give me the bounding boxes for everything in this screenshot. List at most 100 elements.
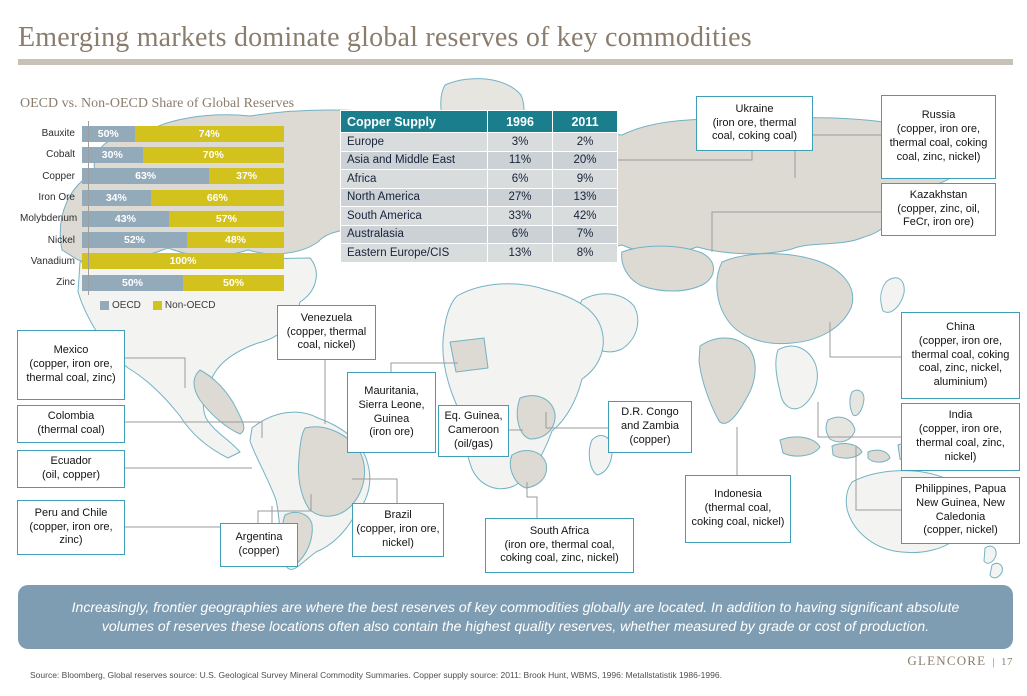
table-cell: 9% bbox=[553, 170, 617, 188]
non-oecd-bar-segment: 66% bbox=[150, 189, 284, 206]
bar-track: 30% 70% bbox=[82, 146, 284, 163]
callout-peru-chile: Peru and Chile (copper, iron ore, zinc) bbox=[17, 500, 125, 555]
table-cell: Africa bbox=[341, 170, 487, 188]
oecd-bar-segment: 50% bbox=[82, 274, 183, 291]
bar-track: 50% 74% bbox=[82, 125, 284, 142]
callout-colombia: Colombia (thermal coal) bbox=[17, 405, 125, 443]
map-region-south-africa bbox=[509, 450, 548, 489]
table-row: Eastern Europe/CIS 13% 8% bbox=[341, 244, 617, 262]
title-divider bbox=[18, 59, 1013, 65]
chart-axis-line bbox=[88, 121, 89, 296]
bar-value-label: 52% bbox=[124, 234, 146, 247]
table-cell: 33% bbox=[488, 207, 552, 225]
map-region-indonesia-2 bbox=[831, 443, 863, 459]
callout-china: China (copper, iron ore, thermal coal, c… bbox=[901, 312, 1020, 399]
legend-label: Non-OECD bbox=[164, 300, 216, 312]
source-note: Source: Bloomberg, Global reserves sourc… bbox=[30, 670, 722, 680]
map-region-indonesia-1 bbox=[779, 436, 821, 457]
callout-title: Brazil bbox=[384, 509, 412, 522]
callout-detail: (copper, iron ore, thermal coal, coking … bbox=[889, 123, 988, 163]
table-cell: 8% bbox=[553, 244, 617, 262]
category-label: Vanadium bbox=[30, 255, 75, 267]
callout-title: Mauritania, Sierra Leone, Guinea bbox=[358, 384, 425, 425]
callout-detail: (copper) bbox=[629, 433, 671, 446]
category-label: Iron Ore bbox=[38, 192, 75, 204]
category-label: Molybdenum bbox=[20, 213, 78, 225]
callout-detail: (copper, iron ore, thermal coal, zinc, n… bbox=[916, 423, 1005, 463]
bar-value-label: 48% bbox=[225, 234, 247, 247]
callout-detail: (copper, thermal coal, nickel) bbox=[286, 325, 367, 352]
callout-title: South Africa bbox=[529, 524, 590, 537]
legend-label: OECD bbox=[112, 300, 141, 312]
map-region-india bbox=[698, 337, 756, 424]
category-label: Zinc bbox=[56, 277, 75, 289]
chart-row-molybdenum: Molybdenum 43% 57% bbox=[20, 208, 312, 229]
oecd-bar-segment: 63% bbox=[82, 168, 210, 185]
quote-box: Increasingly, frontier geographies are w… bbox=[18, 585, 1013, 649]
callout-detail: (copper, iron ore, thermal coal, coking … bbox=[911, 334, 1010, 389]
callout-argentina: Argentina (copper) bbox=[220, 523, 298, 567]
oecd-bar-segment: 30% bbox=[82, 146, 143, 163]
non-oecd-swatch-icon bbox=[152, 301, 162, 311]
callout-detail: (oil/gas) bbox=[453, 437, 494, 450]
table-header-cell: 2011 bbox=[553, 111, 617, 132]
callout-title: Philippines, Papua New Guinea, New Caled… bbox=[914, 482, 1007, 523]
table-cell: Australasia bbox=[341, 225, 487, 243]
map-region-new-zealand-1 bbox=[983, 545, 997, 564]
non-oecd-bar-segment: 48% bbox=[187, 232, 284, 249]
callout-title: Colombia bbox=[47, 410, 95, 423]
table-row: South America 33% 42% bbox=[341, 207, 617, 225]
table-cell: South America bbox=[341, 207, 487, 225]
category-label: Bauxite bbox=[41, 128, 75, 140]
map-region-russia bbox=[545, 117, 957, 255]
table-cell: 6% bbox=[488, 225, 552, 243]
callout-detail: (oil, copper) bbox=[41, 469, 101, 481]
callout-detail: (copper, iron ore, thermal coal, zinc) bbox=[26, 358, 116, 384]
legend-item-non-oecd: Non-OECD bbox=[152, 300, 216, 312]
map-region-indonesia-3 bbox=[867, 449, 891, 463]
table-cell: 27% bbox=[488, 188, 552, 206]
chart-row-cobalt: Cobalt 30% 70% bbox=[20, 144, 312, 165]
table-row: Africa 6% 9% bbox=[341, 170, 617, 188]
callout-ecuador: Ecuador (oil, copper) bbox=[17, 450, 125, 488]
map-region-mexico bbox=[193, 369, 245, 435]
table-cell: 13% bbox=[488, 244, 552, 262]
map-region-japan bbox=[880, 277, 905, 313]
bar-value-label: 50% bbox=[97, 127, 119, 140]
quote-text: Increasingly, frontier geographies are w… bbox=[71, 598, 960, 634]
callout-detail: (iron ore, thermal coal, coking coal, zi… bbox=[500, 538, 619, 565]
non-oecd-bar-segment: 74% bbox=[134, 125, 284, 142]
callout-venezuela: Venezuela (copper, thermal coal, nickel) bbox=[277, 305, 376, 360]
table-row: Europe 3% 2% bbox=[341, 133, 617, 151]
page-number: 17 bbox=[1001, 656, 1013, 668]
bar-value-label: 30% bbox=[101, 148, 123, 161]
bar-value-label: 50% bbox=[222, 276, 244, 289]
map-region-philippines bbox=[849, 389, 865, 417]
callout-detail: (copper, nickel) bbox=[923, 524, 998, 537]
callout-title: Argentina bbox=[235, 531, 283, 544]
map-region-new-zealand-2 bbox=[989, 562, 1003, 579]
table-header-row: Copper Supply 1996 2011 bbox=[341, 111, 617, 132]
map-region-madagascar bbox=[588, 435, 613, 476]
page-title: Emerging markets dominate global reserve… bbox=[18, 22, 752, 53]
bar-value-label: 57% bbox=[215, 212, 237, 225]
table-header-cell: 1996 bbox=[488, 111, 552, 132]
callout-eq-guinea-cameroon: Eq. Guinea, Cameroon (oil/gas) bbox=[438, 405, 509, 457]
chart-row-iron-ore: Iron Ore 34% 66% bbox=[20, 187, 312, 208]
bar-track: 50% 50% bbox=[82, 274, 284, 291]
category-label: Nickel bbox=[47, 234, 75, 246]
non-oecd-bar-segment: 70% bbox=[142, 146, 284, 163]
table-cell: 3% bbox=[488, 133, 552, 151]
bar-track: 52% 48% bbox=[82, 232, 284, 249]
callout-mauritania-sierra-leone-guinea: Mauritania, Sierra Leone, Guinea (iron o… bbox=[347, 372, 436, 453]
bar-value-label: 100% bbox=[169, 255, 197, 268]
callout-title: Indonesia bbox=[714, 488, 762, 501]
callout-detail: (thermal coal) bbox=[37, 424, 105, 436]
bar-track: 100% bbox=[82, 253, 284, 270]
non-oecd-bar-segment: 100% bbox=[82, 253, 284, 270]
page-separator: | bbox=[992, 656, 995, 668]
callout-dr-congo-zambia: D.R. Congo and Zambia (copper) bbox=[608, 401, 692, 453]
bar-track: 43% 57% bbox=[82, 210, 284, 227]
callout-title: Peru and Chile bbox=[34, 506, 108, 519]
